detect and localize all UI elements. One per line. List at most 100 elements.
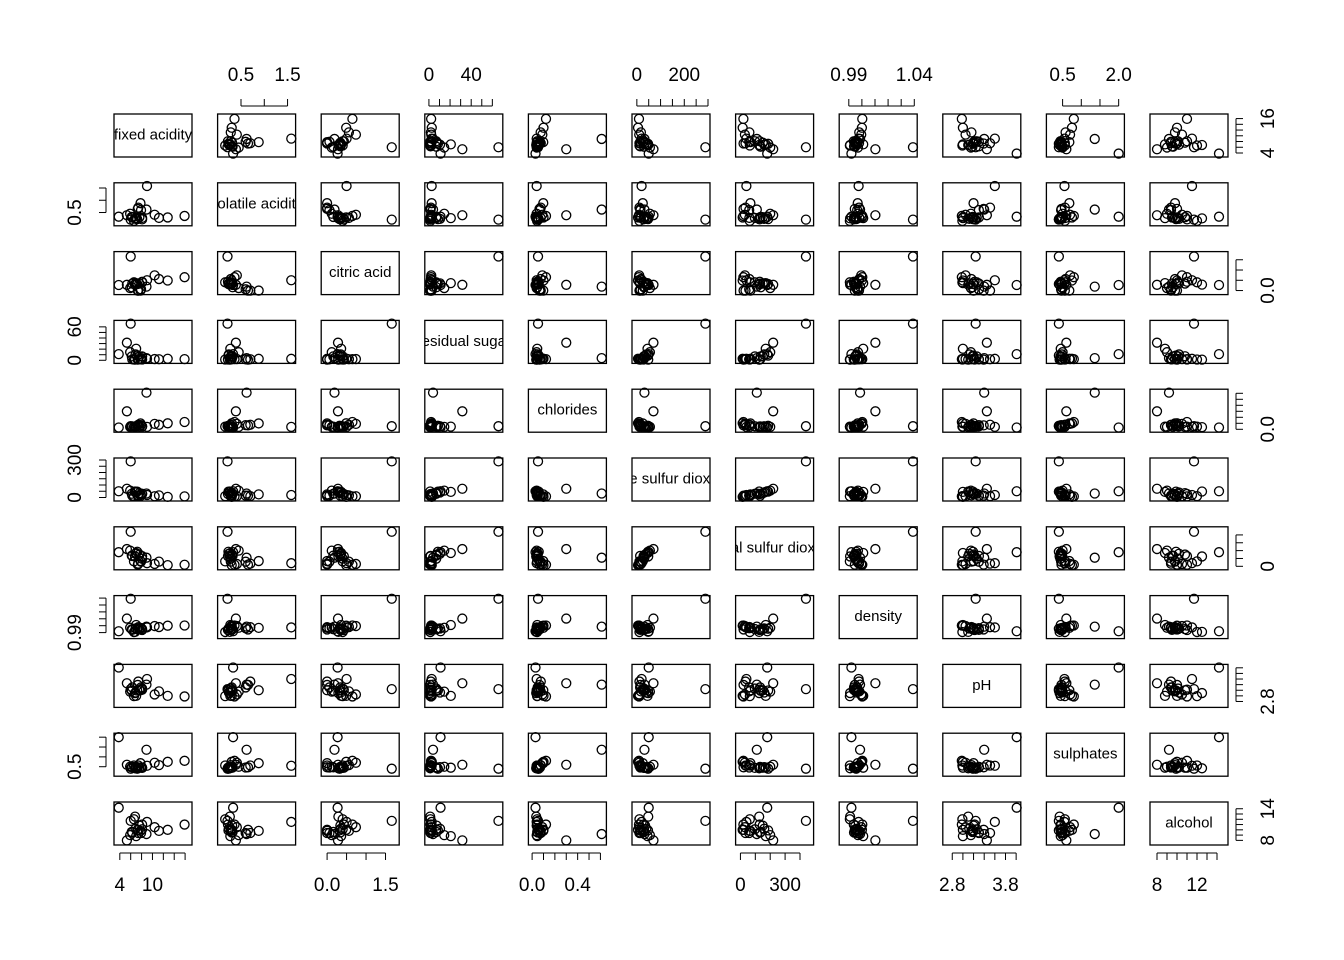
point bbox=[978, 824, 989, 835]
panel bbox=[216, 113, 297, 159]
panel-frame bbox=[216, 457, 297, 502]
point bbox=[1113, 547, 1124, 558]
point bbox=[540, 691, 552, 702]
point bbox=[222, 763, 233, 774]
panel bbox=[1149, 526, 1229, 571]
point bbox=[227, 820, 238, 831]
point bbox=[700, 142, 711, 153]
point bbox=[965, 142, 977, 153]
panel bbox=[527, 180, 608, 227]
point bbox=[870, 835, 881, 846]
point bbox=[530, 148, 541, 159]
point bbox=[329, 204, 340, 215]
point bbox=[978, 490, 989, 501]
point bbox=[141, 760, 153, 771]
panel: pH bbox=[942, 663, 1022, 709]
panel bbox=[320, 732, 400, 777]
point bbox=[853, 673, 864, 685]
point bbox=[1186, 760, 1198, 771]
point bbox=[125, 526, 136, 537]
point bbox=[751, 621, 762, 632]
panel bbox=[942, 113, 1022, 159]
point bbox=[179, 491, 190, 502]
point bbox=[957, 418, 969, 429]
point bbox=[643, 547, 654, 558]
point bbox=[347, 210, 358, 222]
panel-frame bbox=[631, 182, 711, 227]
point bbox=[648, 678, 659, 689]
point bbox=[1055, 278, 1066, 289]
point bbox=[329, 387, 340, 398]
x-tick-label: 10 bbox=[142, 875, 163, 896]
point bbox=[141, 387, 152, 398]
x-tick-label: 0.0 bbox=[519, 875, 545, 896]
point bbox=[425, 420, 436, 431]
point bbox=[846, 279, 857, 291]
point bbox=[427, 387, 439, 398]
point bbox=[1176, 558, 1188, 570]
point bbox=[1173, 213, 1185, 225]
y-tick-label: 0.0 bbox=[1258, 416, 1279, 442]
point bbox=[532, 815, 544, 827]
point bbox=[1161, 421, 1173, 433]
panel bbox=[113, 801, 193, 846]
panel-frame bbox=[838, 663, 918, 709]
point bbox=[738, 819, 749, 830]
point bbox=[1161, 347, 1173, 358]
x-tick-label: 4 bbox=[115, 875, 126, 896]
point bbox=[1161, 545, 1173, 556]
point bbox=[532, 343, 543, 354]
panel bbox=[838, 456, 919, 503]
point bbox=[1163, 133, 1175, 145]
point bbox=[426, 489, 437, 501]
point bbox=[225, 127, 236, 138]
point bbox=[386, 593, 397, 604]
point bbox=[162, 491, 173, 503]
point bbox=[981, 613, 993, 624]
point bbox=[1151, 144, 1163, 155]
panel-frame bbox=[113, 388, 193, 433]
point bbox=[445, 830, 456, 842]
point bbox=[757, 762, 768, 773]
point bbox=[751, 679, 762, 690]
point bbox=[1161, 485, 1173, 496]
panel bbox=[320, 662, 400, 709]
point bbox=[242, 138, 254, 149]
point bbox=[1151, 210, 1163, 221]
point bbox=[768, 279, 779, 290]
point bbox=[457, 835, 468, 846]
point bbox=[341, 690, 352, 702]
panel bbox=[113, 526, 193, 571]
point bbox=[636, 180, 647, 192]
point bbox=[445, 547, 456, 559]
point bbox=[286, 489, 297, 501]
point bbox=[113, 732, 124, 743]
panel: total sulfur dioxide bbox=[734, 526, 815, 571]
point bbox=[846, 148, 857, 159]
point bbox=[141, 421, 153, 433]
panel-frame bbox=[734, 732, 815, 777]
point bbox=[700, 251, 711, 262]
point bbox=[149, 689, 160, 700]
panel: free sulfur dioxide bbox=[612, 457, 730, 502]
point bbox=[335, 623, 346, 635]
point bbox=[135, 420, 147, 431]
point bbox=[844, 687, 856, 699]
panel-frame bbox=[113, 319, 193, 365]
point bbox=[1196, 486, 1208, 497]
point bbox=[1113, 626, 1124, 637]
point bbox=[141, 204, 152, 215]
variable-label: free sulfur dioxide bbox=[612, 470, 730, 487]
panel bbox=[838, 250, 919, 296]
point bbox=[757, 685, 768, 696]
point bbox=[1151, 406, 1163, 417]
panel-frame bbox=[424, 113, 504, 158]
point bbox=[1089, 679, 1100, 690]
point bbox=[981, 279, 993, 290]
panel bbox=[424, 662, 504, 709]
point bbox=[435, 486, 446, 497]
point bbox=[124, 347, 136, 358]
point bbox=[1191, 760, 1203, 771]
point bbox=[286, 275, 297, 286]
point bbox=[493, 421, 504, 432]
